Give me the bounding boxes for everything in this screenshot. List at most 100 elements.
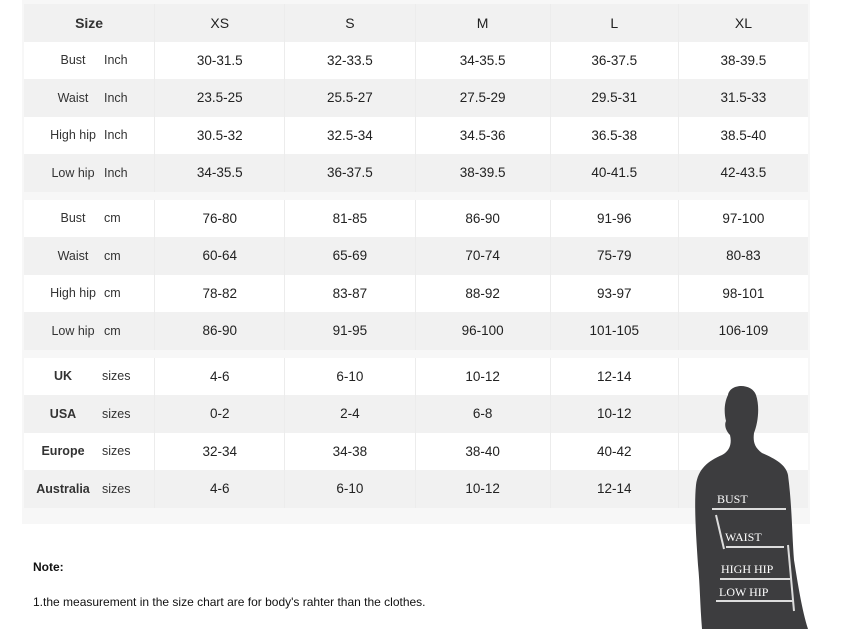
size-value-cell: 76-80 [155, 199, 286, 237]
header-size-label: Size [24, 4, 156, 42]
row-label: Bust cm [24, 199, 156, 237]
measurement-name: USA [49, 406, 77, 421]
size-value-cell: 2-4 [285, 395, 416, 433]
size-value-cell: 6-8 [416, 395, 551, 433]
size-value-cell: 32-33.5 [285, 41, 416, 79]
body-silhouette-figure: BUST WAIST HIGH HIP LOW HIP [695, 386, 808, 629]
size-value-cell: 86-90 [155, 312, 286, 350]
size-value-cell: 106-109 [718, 323, 769, 339]
size-value-cell: 88-92 [416, 274, 551, 312]
size-value-cell: 38-40 [416, 432, 551, 470]
row-label: USA sizes [24, 395, 156, 433]
measurement-unit: cm [104, 211, 121, 226]
size-value-cell: 83-87 [285, 274, 416, 312]
size-value-cell: 12-14 [551, 470, 679, 508]
high-hip-label: HIGH HIP [721, 562, 774, 576]
measurement-unit: sizes [102, 444, 131, 459]
size-value-cell: 91-95 [285, 312, 416, 350]
row-label: Australia sizes [24, 470, 156, 508]
size-value-cell: 65-69 [285, 237, 416, 275]
header-s: S [285, 4, 416, 42]
measurement-name: Europe [41, 444, 85, 459]
size-value-cell: 80-83 [726, 248, 761, 264]
size-conversion-row: Europe sizes 32-34 34-38 38-40 40-42 [24, 432, 808, 470]
measurement-unit: Inch [104, 53, 128, 68]
measurement-name: Low hip [51, 165, 95, 180]
size-value-cell: 31.5-33 [720, 90, 767, 106]
row-label: High hip cm [24, 274, 156, 312]
measurement-name: Waist [57, 90, 89, 105]
measurement-unit: sizes [102, 481, 131, 496]
size-value-cell: 10-12 [551, 395, 679, 433]
header-row: Size XS S M L XL [24, 4, 808, 42]
cm-row: Bust cm 76-80 81-85 86-90 91-96 97-100 [24, 199, 808, 237]
header-xl: XL [734, 14, 752, 31]
size-value-cell: 30.5-32 [155, 116, 286, 154]
size-value-cell: 70-74 [416, 237, 551, 275]
bust-label: BUST [717, 492, 748, 506]
size-value-cell: 34-35.5 [416, 41, 551, 79]
size-value-cell: 96-100 [416, 312, 551, 350]
size-value-cell: 32.5-34 [285, 116, 416, 154]
arm-edge-right [787, 544, 795, 612]
size-value-cell: 36-37.5 [285, 154, 416, 192]
size-conversion-row: UK sizes 4-6 6-10 10-12 12-14 [24, 357, 808, 395]
size-value-cell: 4-6 [155, 357, 286, 395]
measurement-unit: cm [104, 323, 121, 338]
size-value-cell: 25.5-27 [285, 79, 416, 117]
measurement-name: Bust [60, 53, 86, 68]
size-value-cell: 40-41.5 [551, 154, 679, 192]
size-conversion-row: Australia sizes 4-6 6-10 10-12 12-14 [24, 470, 808, 508]
group-divider [24, 349, 808, 358]
size-value-cell: 23.5-25 [155, 79, 286, 117]
measurement-unit: cm [104, 248, 121, 263]
size-value-cell: 97-100 [722, 210, 765, 226]
size-conversion-row: USA sizes 0-2 2-4 6-8 10-12 [24, 395, 808, 433]
size-chart-table: Size XS S M L XL Bust Inch 30-31.5 32-33.5 3… [24, 4, 808, 508]
size-value-cell: 101-105 [551, 312, 679, 350]
size-value-cell: 86-90 [416, 199, 551, 237]
size-value-cell: 36.5-38 [551, 116, 679, 154]
size-value-cell: 27.5-29 [416, 79, 551, 117]
cm-row: High hip cm 78-82 83-87 88-92 93-97 98-101 [24, 274, 808, 312]
size-value-cell: 12-14 [551, 357, 679, 395]
row-label: UK sizes [24, 357, 156, 395]
size-value-cell: 29.5-31 [551, 79, 679, 117]
header-m: M [416, 4, 551, 42]
row-label: Low hip Inch [24, 154, 156, 192]
size-value-cell: 36-37.5 [551, 41, 679, 79]
size-value-cell: 4-6 [155, 470, 286, 508]
size-value-cell: 75-79 [551, 237, 679, 275]
size-value-cell: 78-82 [155, 274, 286, 312]
cm-row: Low hip cm 86-90 91-95 96-100 101-105 106-109 [24, 312, 808, 350]
group-divider [24, 191, 808, 200]
cm-row: Waist cm 60-64 65-69 70-74 75-79 80-83 [24, 237, 808, 275]
size-value-cell: 6-10 [285, 470, 416, 508]
size-value-cell: 98-101 [722, 285, 765, 301]
measurement-unit: sizes [102, 406, 131, 421]
inch-row: High hip Inch 30.5-32 32.5-34 34.5-36 36.5-38… [24, 116, 808, 154]
measurement-name: Low hip [51, 323, 95, 338]
silhouette-shape [695, 386, 808, 629]
inch-row: Waist Inch 23.5-25 25.5-27 27.5-29 29.5-31 31.… [24, 79, 808, 117]
size-value-cell: 34-38 [285, 432, 416, 470]
inch-row: Low hip Inch 34-35.5 36-37.5 38-39.5 40-41.5 4… [24, 154, 808, 192]
size-value-cell: 38.5-40 [720, 127, 767, 143]
row-label: High hip Inch [24, 116, 156, 154]
row-label: Low hip cm [24, 312, 156, 350]
row-label: Bust Inch [24, 41, 156, 79]
size-value-cell: 93-97 [551, 274, 679, 312]
size-value-cell: 34.5-36 [416, 116, 551, 154]
measurement-unit: Inch [104, 165, 128, 180]
size-value-cell: 30-31.5 [155, 41, 286, 79]
inch-row: Bust Inch 30-31.5 32-33.5 34-35.5 36-37.5 38-3… [24, 41, 808, 79]
measurement-name: Waist [57, 248, 89, 263]
size-value-cell: 10-12 [416, 470, 551, 508]
size-value-cell: 6-10 [285, 357, 416, 395]
measurement-name: High hip [50, 286, 96, 301]
row-label: Waist Inch [24, 79, 156, 117]
measurement-unit: sizes [102, 369, 131, 384]
arm-edge-left [715, 514, 725, 550]
measurement-unit: Inch [104, 128, 128, 143]
size-value-cell: 38-39.5 [720, 52, 767, 68]
